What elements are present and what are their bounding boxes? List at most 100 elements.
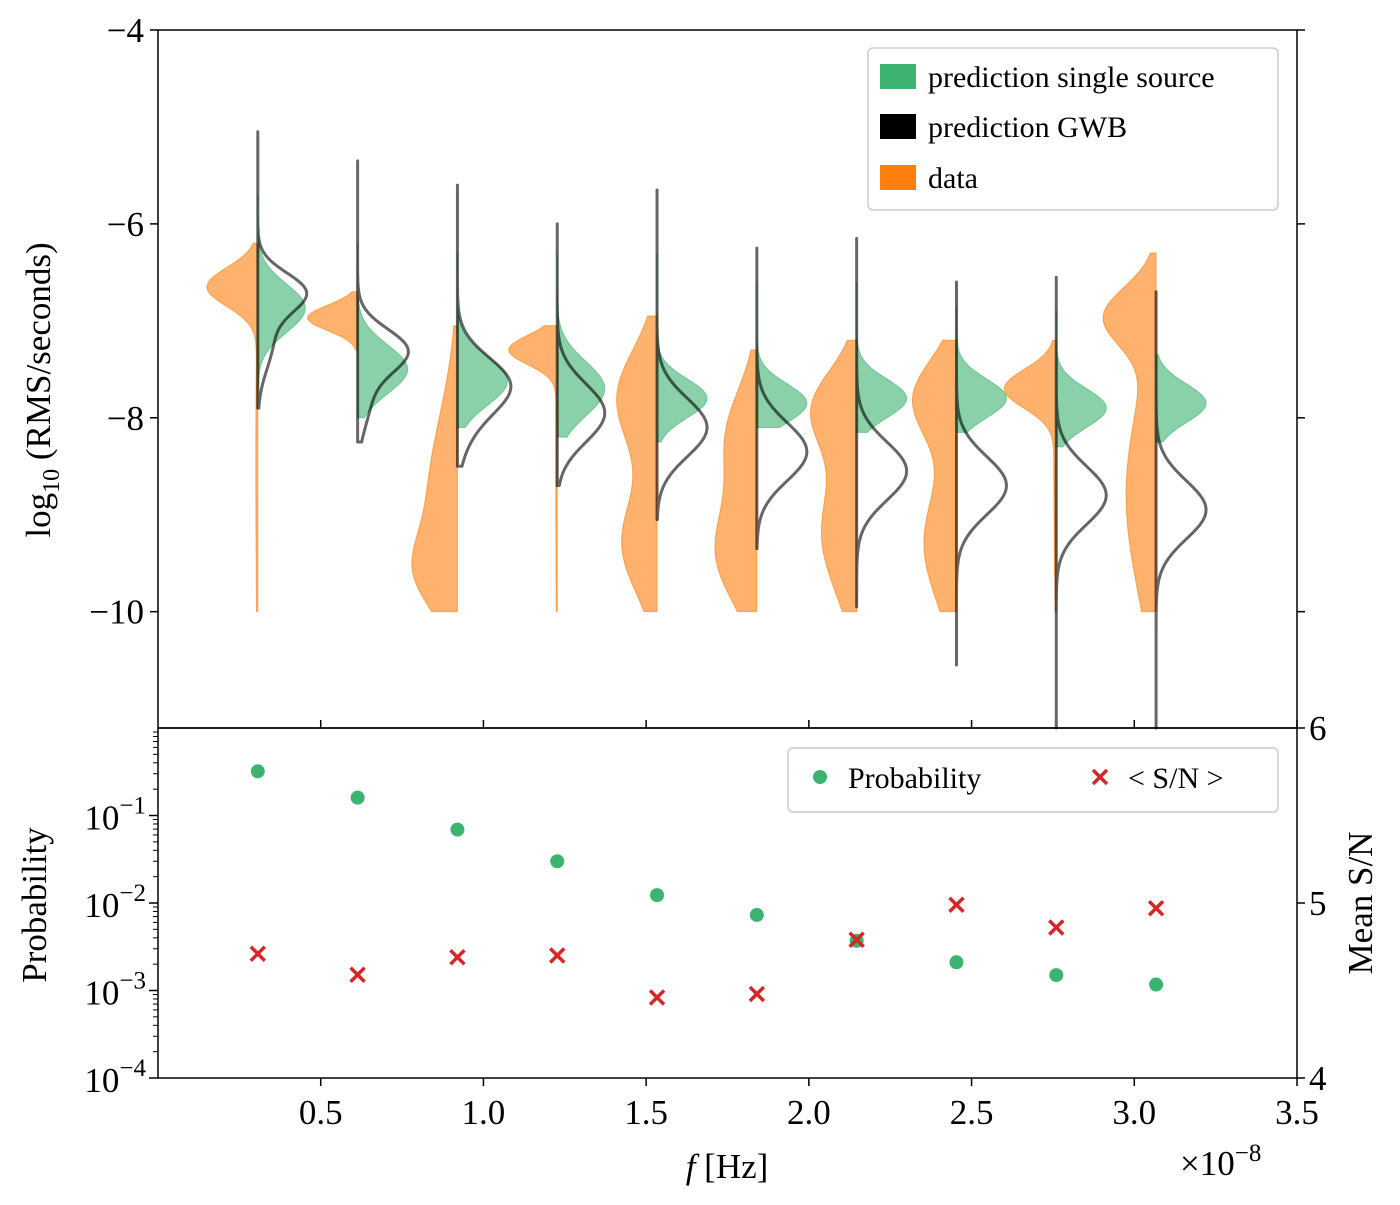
axes: −4 −6 −8 −10 0.5 1.0 1.5 2.0 2.5 3.0 3.5 10−4 10−3 10… bbox=[84, 11, 1326, 1132]
violin-gwb bbox=[256, 130, 309, 410]
violin-group bbox=[307, 159, 410, 444]
bottom-left-y-tick-label: 10−2 bbox=[84, 880, 146, 925]
violin-gwb bbox=[356, 159, 410, 444]
x-tick-label: 3.5 bbox=[1275, 1093, 1319, 1132]
x-axis-label: f [Hz] bbox=[686, 1147, 769, 1186]
top-y-tick-label: −4 bbox=[107, 11, 144, 50]
bottom-left-y-tick-label: 10−1 bbox=[84, 793, 146, 838]
violin-group bbox=[1003, 275, 1108, 730]
violin-single-source bbox=[955, 306, 1007, 433]
violin-data bbox=[1102, 252, 1157, 613]
violin-single-source bbox=[456, 252, 508, 428]
violin-single-source bbox=[1155, 354, 1207, 443]
legend-box bbox=[867, 47, 1279, 211]
probability-point bbox=[650, 888, 665, 903]
bottom-left-y-axis-label: Probability bbox=[15, 827, 54, 983]
violin-group bbox=[911, 280, 1008, 667]
sn-point bbox=[249, 945, 267, 962]
bottom-panel-points bbox=[249, 764, 1165, 1006]
bottom-right-y-tick-label: 5 bbox=[1309, 884, 1327, 923]
top-y-axis-label: log10 (RMS/seconds) bbox=[19, 242, 65, 537]
sn-point bbox=[349, 966, 366, 983]
bottom-legend: Probability < S/N > bbox=[787, 747, 1279, 813]
probability-point bbox=[450, 822, 465, 837]
legend-label-probability: Probability bbox=[848, 762, 981, 795]
violin-gwb bbox=[655, 188, 709, 522]
violin-data bbox=[206, 242, 259, 613]
violin-single-source bbox=[656, 252, 708, 443]
legend-marker-sn bbox=[1091, 768, 1109, 786]
x-tick-label: 3.0 bbox=[1112, 1093, 1156, 1132]
violin-gwb bbox=[555, 222, 607, 488]
violin-group bbox=[206, 130, 309, 613]
sn-point bbox=[1048, 919, 1065, 936]
legend-label-single-source: prediction single source bbox=[928, 61, 1215, 94]
top-legend: prediction single source prediction GWB … bbox=[867, 47, 1279, 211]
x-tick-label: 1.0 bbox=[462, 1093, 506, 1132]
violin-single-source bbox=[1055, 311, 1107, 448]
violin-gwb bbox=[855, 236, 909, 609]
bottom-right-y-axis-label: Mean S/N bbox=[1341, 832, 1380, 975]
probability-point bbox=[250, 764, 265, 779]
legend-swatch-data bbox=[880, 165, 916, 190]
violin-single-source bbox=[756, 282, 808, 428]
violin-gwb bbox=[954, 280, 1008, 667]
violin-data bbox=[911, 339, 957, 613]
probability-point bbox=[1149, 977, 1164, 992]
top-y-tick-label: −10 bbox=[89, 593, 144, 632]
violin-single-source bbox=[556, 252, 606, 438]
violin-data bbox=[508, 325, 558, 613]
violin-group bbox=[714, 246, 809, 613]
x-tick-label: 2.5 bbox=[950, 1093, 994, 1132]
legend-label-sn: < S/N > bbox=[1128, 762, 1224, 795]
sn-point bbox=[449, 949, 466, 966]
sn-point bbox=[548, 947, 566, 964]
violin-group bbox=[616, 188, 709, 613]
probability-point bbox=[749, 907, 764, 922]
violin-gwb bbox=[455, 183, 513, 468]
sn-point bbox=[948, 896, 965, 913]
bottom-right-y-tick-label: 6 bbox=[1309, 709, 1327, 748]
violin-group bbox=[411, 183, 513, 613]
top-panel-violins bbox=[206, 130, 1208, 730]
violin-gwb bbox=[755, 246, 809, 551]
probability-point bbox=[350, 790, 365, 805]
violin-group bbox=[810, 236, 909, 613]
legend-label-gwb: prediction GWB bbox=[928, 111, 1127, 144]
x-tick-label: 1.5 bbox=[624, 1093, 668, 1132]
violin-gwb bbox=[1054, 275, 1108, 730]
probability-point bbox=[1049, 968, 1064, 983]
violin-data bbox=[714, 349, 758, 613]
violin-gwb bbox=[1154, 290, 1208, 730]
violin-data bbox=[810, 339, 858, 613]
violin-data bbox=[616, 315, 658, 613]
top-y-tick-label: −8 bbox=[107, 399, 144, 438]
sn-point bbox=[1147, 900, 1165, 917]
top-y-tick-label: −6 bbox=[107, 205, 144, 244]
sn-point bbox=[648, 989, 666, 1006]
legend-marker-probability bbox=[813, 770, 827, 784]
violin-single-source bbox=[357, 243, 409, 419]
bottom-left-y-tick-label: 10−3 bbox=[84, 968, 146, 1013]
legend-label-data: data bbox=[928, 162, 978, 195]
violin-data bbox=[1003, 339, 1057, 613]
sn-point bbox=[748, 985, 766, 1003]
sn-point bbox=[848, 931, 865, 948]
probability-point bbox=[949, 955, 964, 970]
violin-data bbox=[411, 325, 458, 613]
violin-data bbox=[307, 291, 359, 351]
x-tick-label: 0.5 bbox=[299, 1093, 343, 1132]
x-axis-multiplier: ×10−8 bbox=[1180, 1140, 1261, 1183]
violin-group bbox=[1102, 252, 1208, 730]
legend-box bbox=[787, 747, 1279, 813]
legend-swatch-gwb bbox=[880, 114, 916, 139]
legend-swatch-single-source bbox=[880, 64, 916, 89]
violin-single-source bbox=[856, 282, 908, 433]
violin-group bbox=[508, 222, 607, 613]
bottom-left-y-tick-label: 10−4 bbox=[84, 1055, 146, 1100]
bottom-right-y-tick-label: 4 bbox=[1309, 1059, 1327, 1098]
x-tick-label: 2.0 bbox=[787, 1093, 831, 1132]
probability-point bbox=[550, 854, 565, 869]
